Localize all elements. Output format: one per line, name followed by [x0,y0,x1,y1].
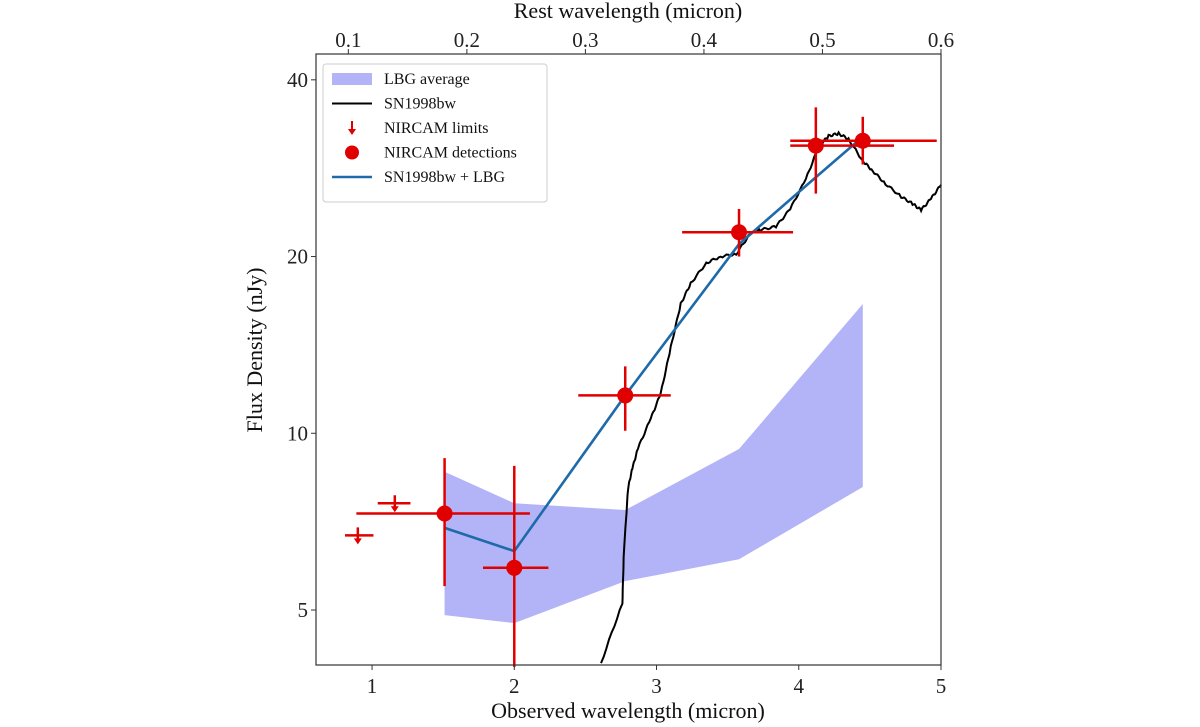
sn1998bw-lbg-model-line [444,135,864,553]
nircam-limit [377,495,411,513]
legend-label: NIRCAM limits [384,120,488,137]
legend-label: NIRCAM detections [384,145,517,162]
legend-label: SN1998bw + LBG [384,169,505,186]
top-tick-label: 0.2 [454,28,480,52]
nircam-detection [482,465,549,667]
limit-arrow-head [390,506,399,513]
legend-entry: SN1998bw [332,96,456,113]
y-tick-label: 40 [287,68,308,92]
lbg-swatch [332,73,372,85]
top-tick-label: 0.5 [809,28,835,52]
x-tick-label: 5 [936,674,947,698]
detection-point [731,224,748,241]
top-axis-label: Rest wavelength (micron) [514,0,743,23]
limit-swatch-head [348,129,356,135]
nircam-detection [578,366,671,431]
legend-box [322,63,548,203]
legend-entry: NIRCAM detections [345,145,517,162]
detection-swatch [345,145,359,160]
x-tick-label: 4 [794,674,805,698]
legend-label: LBG average [384,71,470,88]
top-tick-label: 0.6 [928,28,954,52]
x-axis-label: Observed wavelength (micron) [491,698,765,723]
detection-point [854,132,871,149]
legend-label: SN1998bw [384,96,456,113]
legend-entry: SN1998bw + LBG [332,169,505,186]
y-axis-label: Flux Density (nJy) [242,268,267,433]
y-tick-label: 10 [287,421,308,445]
legend: LBG average SN1998bw NIRCAM limits NIRCAM d… [322,63,548,203]
legend-entry: NIRCAM limits [348,120,488,137]
y-tick-label: 20 [287,245,308,269]
nircam-detection [790,116,937,165]
plot-frame [315,53,942,666]
nircam-detection [682,209,794,257]
detection-point [436,505,453,522]
detection-point [617,387,634,404]
y-tick-label: 5 [298,598,309,622]
x-tick-label: 3 [651,674,662,698]
nircam-detection [356,458,530,587]
top-tick-label: 0.3 [572,28,598,52]
limit-arrow-head [353,538,362,545]
top-tick-label: 0.1 [335,28,361,52]
top-tick-label: 0.4 [691,28,718,52]
lbg-average-band [444,304,863,624]
nircam-limit [345,527,374,545]
sn1998bw-line [600,130,942,664]
legend-entry: LBG average [332,71,470,88]
x-tick-label: 2 [509,674,520,698]
x-tick-label: 1 [367,674,378,698]
detection-point [506,559,523,576]
